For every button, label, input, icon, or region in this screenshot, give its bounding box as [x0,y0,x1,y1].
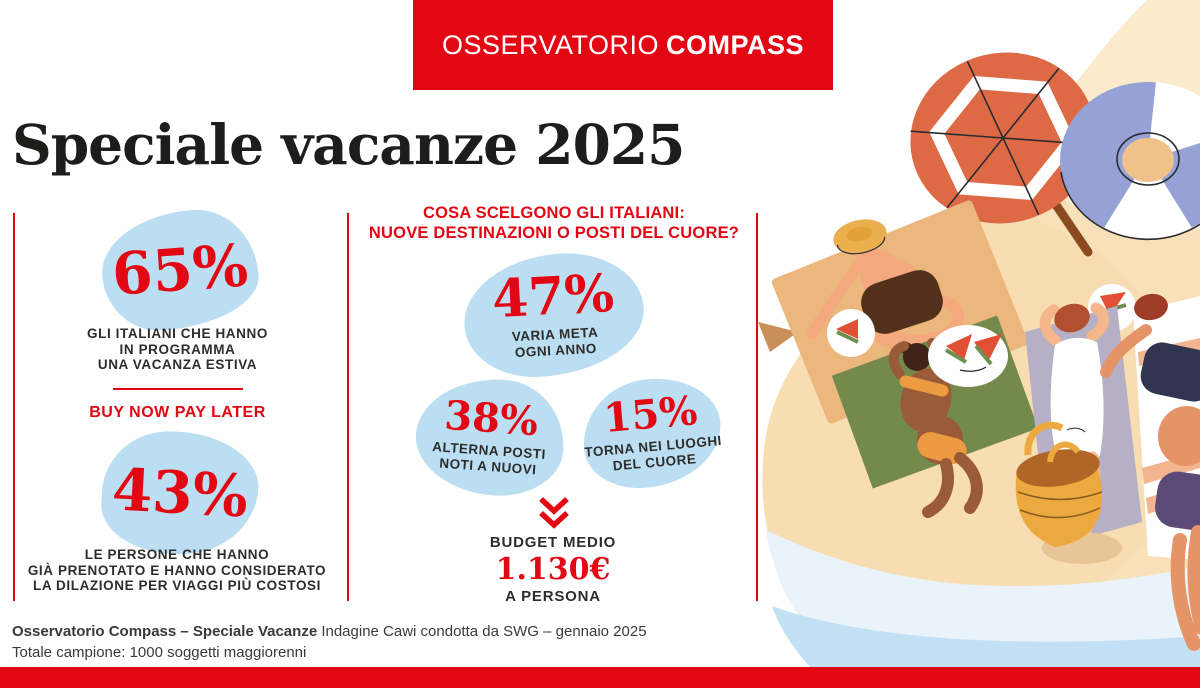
stat-blob-vacanza: 65% [98,205,262,335]
woman-orange-bikini [888,338,983,518]
stat-caption-bnpl: LE PERSONE CHE HANNO GIÀ PRENOTATO E HAN… [27,547,327,593]
stat-caption-varia: VARIA META OGNI ANNO [511,324,599,361]
sea-water [766,530,1200,667]
budget-amount: 1.130€ [495,552,611,587]
divider-middle [347,213,349,601]
stat-caption-vacanza: GLI ITALIANI CHE HANNO IN PROGRAMMA UNA … [87,326,268,372]
swim-ring [1060,82,1200,241]
brand-banner: OSSERVATORIO COMPASS [413,0,833,90]
divider-right [756,213,758,601]
budget-label-bottom: A PERSONA [505,587,601,605]
watermelon-plate-large [928,325,1008,387]
beach-umbrella [910,52,1096,224]
stat-value-varia: 47% [490,262,616,331]
stat-blob-varia: 47% VARIA META OGNI ANNO [460,249,648,381]
stat-value-bnpl: 43% [110,455,250,531]
stat-blob-alterna: 38% ALTERNA POSTI NOTI A NUOVI [412,373,568,501]
stat-value-vacanza: 65% [109,231,251,309]
budget-label-top: BUDGET MEDIO [489,534,617,551]
stat-value-torna: 15% [601,387,700,443]
footer-line2: Totale campione: 1000 soggetti maggioren… [12,644,307,661]
stat-caption-alterna: ALTERNA POSTI NOTI A NUOVI [431,439,547,478]
budget-block: BUDGET MEDIO 1.130€ A PERSONA [453,534,653,605]
section-label-bnpl: BUY NOW PAY LATER [89,404,266,421]
woman-dark-swimsuit [1100,293,1200,651]
middle-heading: COSA SCELGONO GLI ITALIANI: NUOVE DESTIN… [368,204,740,242]
watermelon-plate-small [827,309,875,357]
beach-basket [1015,421,1122,564]
stat-blob-bnpl: 43% [98,428,262,558]
stat-value-alterna: 38% [442,391,540,446]
page-title: Speciale vacanze 2025 [12,112,685,177]
beach-illustration [758,0,1200,667]
double-chevron-down-icon [539,496,569,529]
brand-compass: COMPASS [666,29,805,60]
stat-blob-torna: 15% TORNA NEI LUOGHI DEL CUORE [578,373,726,493]
straw-hat [833,219,887,255]
bottom-red-bar [0,667,1200,688]
divider-left [13,213,15,601]
divider-horizontal [113,388,243,390]
footer-line1: Osservatorio Compass – Speciale Vacanze … [12,623,647,640]
footer-note: Osservatorio Compass – Speciale Vacanze … [12,621,647,663]
brand-osservatorio: OSSERVATORIO [441,29,660,60]
